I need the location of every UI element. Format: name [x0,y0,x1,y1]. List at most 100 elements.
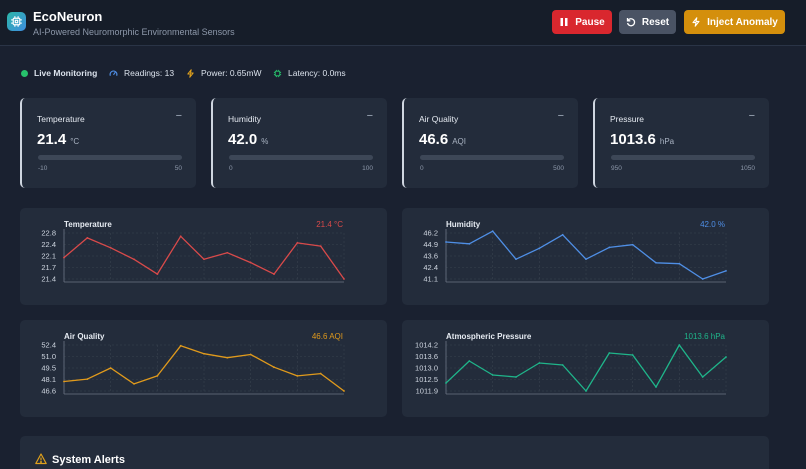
data-point [249,353,252,356]
minus-icon: − [748,110,755,122]
air-quality-chart-panel: 52.4 51.0 49.5 48.1 46.6 Air Quality 46.6 AQ… [20,320,387,417]
power-status: Power: 0.65mW [186,67,261,79]
chart-title: Atmospheric Pressure [446,332,532,341]
range-max: 50 [174,165,182,172]
range-max: 1050 [740,165,755,172]
data-point [445,382,447,384]
card-unit: °C [70,137,80,146]
gauge-icon [109,70,118,76]
cpu-icon [273,69,282,77]
chip-logo-icon [7,12,26,31]
y-tick-label: 41.1 [423,275,438,284]
system-alerts-panel: System Alerts [20,436,769,469]
card-unit: hPa [659,137,675,146]
range-min: -10 [38,165,48,172]
data-point [343,390,345,392]
data-point [86,237,89,239]
chart-reading: 46.6 AQI [311,332,343,341]
range-bar [229,155,373,160]
data-point [701,278,704,280]
data-point [631,354,634,356]
data-point [561,364,564,366]
pressure-card: Pressure − 1013.6 hPa 950 1050 [593,98,769,188]
data-point [585,258,587,261]
chart-title: Temperature [64,220,112,229]
lightning-icon [692,17,700,27]
chart-reading: 1013.6 hPa [684,332,725,341]
y-tick-label: 44.9 [423,240,438,249]
data-point [343,278,345,280]
data-point [655,386,657,388]
data-point [86,378,89,381]
card-label: Pressure [610,114,645,124]
data-point [701,376,704,378]
lightning-icon [187,68,194,78]
card-value-number: 21.4 [37,131,67,148]
pause-button[interactable]: Pause [552,10,612,34]
data-point [273,366,275,369]
card-value: 21.4 °C [37,131,79,148]
pause-label: Pause [575,16,605,28]
data-point [655,261,657,264]
card-value-number: 1013.6 [610,131,656,148]
chart-reading: 21.4 °C [316,220,343,229]
latency-label: Latency: 0.0ms [288,68,346,78]
data-point [273,273,275,275]
inject-anomaly-button[interactable]: Inject Anomaly [684,10,785,34]
data-point [319,245,322,248]
data-point [561,233,564,236]
card-unit: AQI [452,137,466,146]
readings-label: Readings: 13 [124,68,175,78]
range-max: 100 [362,165,373,172]
y-tick-label: 51.0 [41,352,56,361]
range-min: 0 [229,165,233,172]
y-tick-label: 1013.0 [415,364,438,373]
temperature-chart: 22.8 22.4 22.1 21.7 21.4 [41,229,345,284]
y-tick-label: 1012.5 [415,375,438,384]
minus-icon: − [366,110,373,122]
data-point [725,356,727,358]
y-tick-label: 1013.6 [415,352,438,361]
live-status-label: Live Monitoring [34,68,98,78]
card-label: Air Quality [419,114,459,124]
data-point [133,382,135,385]
data-point [725,269,727,272]
card-label: Temperature [37,114,85,124]
data-point [319,372,322,375]
data-point [109,367,112,369]
data-point [156,375,159,377]
humidity-chart: 46.2 44.9 43.6 42.4 41.1 [423,229,727,284]
range-min: 950 [611,165,622,172]
card-value-number: 46.6 [419,131,449,148]
warning-icon [35,453,47,465]
data-point [179,344,182,347]
y-tick-label: 49.5 [41,364,56,373]
card-value: 42.0% [228,131,268,148]
data-point [468,242,471,245]
latency-status: Latency: 0.0ms [273,67,346,79]
data-point [63,256,65,259]
y-tick-label: 1011.9 [416,387,438,396]
temperature-card: Temperature − 21.4 °C -10 50 [20,98,196,188]
temperature-chart-panel: 22.8 22.4 22.1 21.7 21.4 Temperature 21.4 °C [20,208,387,305]
data-point [109,246,112,249]
card-value-number: 42.0 [228,131,258,148]
minus-icon: − [557,110,564,122]
data-point [515,376,517,378]
range-min: 0 [420,165,424,172]
air-quality-chart: 52.4 51.0 49.5 48.1 46.6 [41,341,345,396]
alerts-title: System Alerts [52,454,125,466]
range-bar [38,155,182,160]
card-label: Humidity [228,114,262,124]
power-label: Power: 0.65mW [201,68,262,78]
pressure-chart: 1014.2 1013.6 1013.0 1012.5 1011.9 [415,341,727,396]
app-header: EcoNeuron AI-Powered Neuromorphic Enviro… [0,0,806,46]
range-bar [420,155,564,160]
y-tick-label: 21.7 [41,263,56,272]
reset-icon [626,18,636,27]
reset-button[interactable]: Reset [619,10,676,34]
data-point [678,262,681,265]
data-point [203,258,205,261]
data-point [515,258,517,261]
data-point [491,374,494,376]
